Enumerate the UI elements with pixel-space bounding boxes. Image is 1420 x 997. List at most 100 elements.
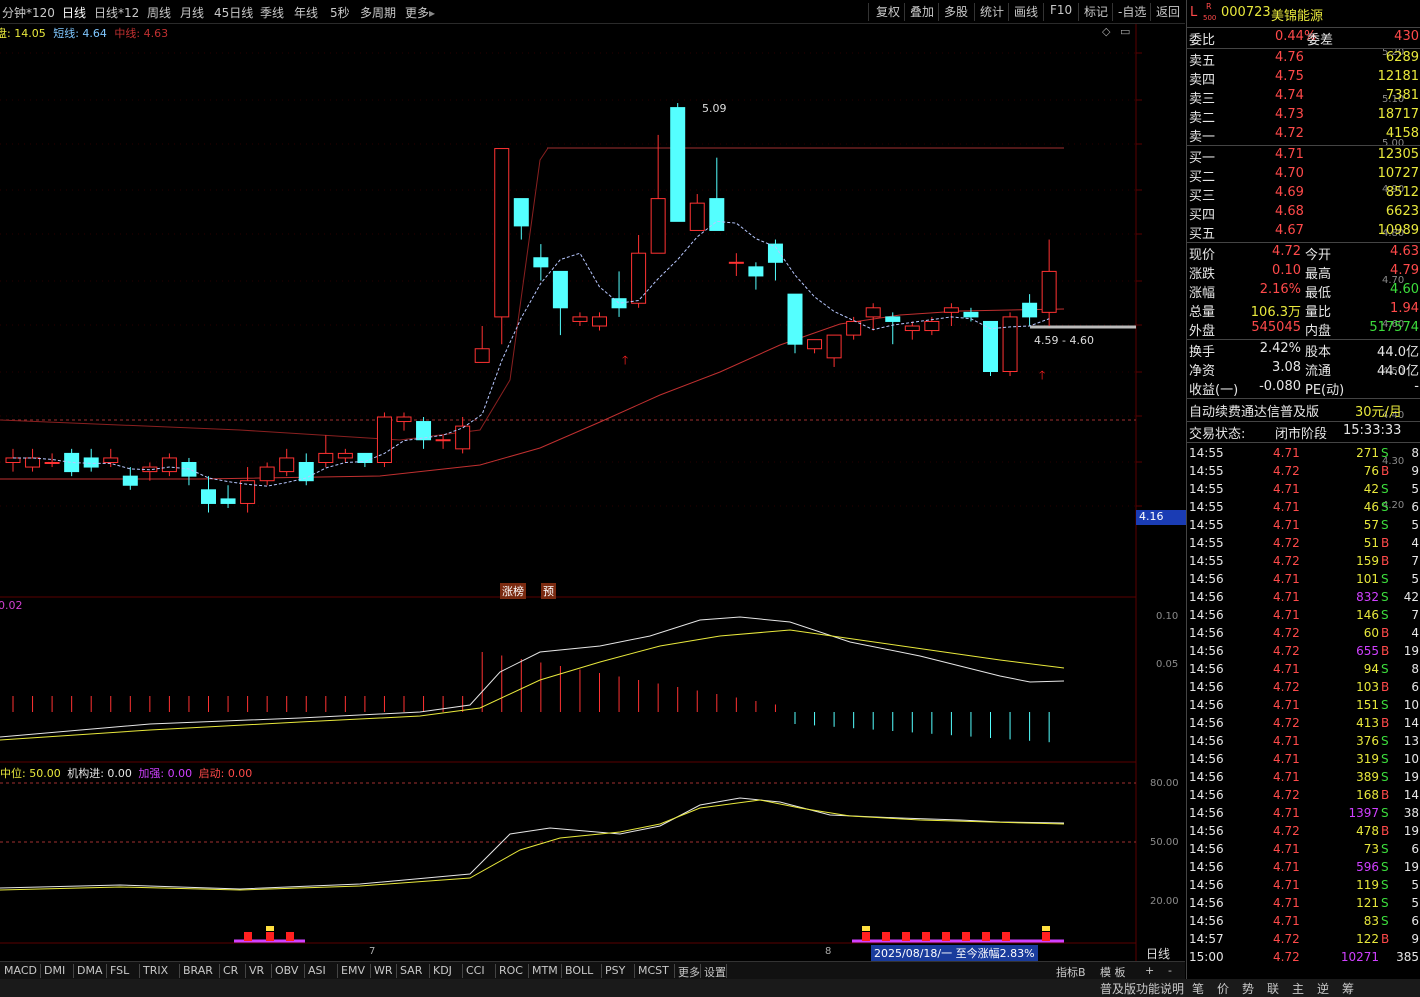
bid-row-4[interactable]: 买四 4.68 6623 <box>1187 204 1420 223</box>
right-tab-2[interactable]: 势 <box>1242 982 1255 996</box>
bid-volume: 12305 <box>1377 147 1419 162</box>
period-5sec[interactable]: 5秒 <box>330 6 350 20</box>
period-weekly[interactable]: 周线 <box>147 6 172 20</box>
indicator-tab-更多[interactable]: 更多 <box>678 966 700 979</box>
tick-price: 4.72 <box>1273 554 1300 568</box>
f10-button[interactable]: F10 <box>1050 3 1073 17</box>
statistics-button[interactable]: 统计 <box>980 5 1005 19</box>
fund-row: 净资 3.08 流通 44.0亿 <box>1187 360 1420 379</box>
tick-time: 14:55 <box>1189 554 1224 568</box>
period-more[interactable]: 更多▸ <box>405 4 435 21</box>
right-tab-5[interactable]: 逆 <box>1317 982 1330 996</box>
mark-button[interactable]: 标记 <box>1084 5 1109 19</box>
tick-side: S <box>1381 896 1389 910</box>
zoom-in-button[interactable]: + <box>1145 964 1155 977</box>
tick-row: 14:56 4.71 376 S 13 <box>1187 733 1420 751</box>
template-button[interactable]: 模 板 <box>1100 966 1126 979</box>
ask-row-3[interactable]: 卖三 4.74 7381 <box>1187 88 1420 107</box>
right-tab-1[interactable]: 价 <box>1217 982 1230 996</box>
ind-axis-50: 50.00 <box>1150 837 1179 848</box>
bid-row-2[interactable]: 买二 4.70 10727 <box>1187 166 1420 185</box>
tick-row: 14:56 4.71 83 S 6 <box>1187 913 1420 931</box>
candle-body <box>963 311 979 318</box>
period-daily12[interactable]: 日线*12 <box>94 6 140 20</box>
ask-row-5[interactable]: 卖五 4.76 6289 <box>1187 50 1420 69</box>
quote-row: 涨跌 0.10 最高 4.79 <box>1187 263 1420 282</box>
ask-row-2[interactable]: 卖二 4.73 18717 <box>1187 107 1420 126</box>
indicator-tab-BOLL[interactable]: BOLL <box>565 964 594 977</box>
period-daily[interactable]: 日线 <box>62 6 87 20</box>
ask-label: 卖五 <box>1189 54 1216 69</box>
period-monthly[interactable]: 月线 <box>180 6 205 20</box>
indicator-tab-MTM[interactable]: MTM <box>532 964 558 977</box>
window-icon[interactable]: ▭ <box>1120 25 1131 38</box>
period-quarter[interactable]: 季线 <box>260 6 285 20</box>
indicator-tab-ROC[interactable]: ROC <box>499 964 523 977</box>
back-button[interactable]: 返回 <box>1156 5 1181 19</box>
ask-row-4[interactable]: 卖四 4.75 12181 <box>1187 69 1420 88</box>
bid-row-3[interactable]: 买三 4.69 8512 <box>1187 185 1420 204</box>
indicator-tab-FSL[interactable]: FSL <box>110 964 130 977</box>
right-tab-6[interactable]: 筹 <box>1342 982 1355 996</box>
tab-divider <box>337 964 338 978</box>
indicator-b-button[interactable]: 指标B <box>1056 966 1086 979</box>
tick-count: 7 <box>1411 554 1419 568</box>
tick-time: 14:56 <box>1189 662 1224 676</box>
signal-bar <box>286 932 294 941</box>
tick-count: 4 <box>1411 536 1419 550</box>
indicator-tab-KDJ[interactable]: KDJ <box>433 964 452 977</box>
ask-volume: 12181 <box>1377 69 1419 84</box>
bid-row-1[interactable]: 买一 4.71 12305 <box>1187 147 1420 166</box>
indicator-tab-TRIX[interactable]: TRIX <box>143 964 169 977</box>
indicator-tab-设置[interactable]: 设置 <box>704 966 726 979</box>
indicator-tab-MACD[interactable]: MACD <box>4 964 37 977</box>
bid-label: 买二 <box>1189 170 1216 185</box>
tick-time: 14:55 <box>1189 446 1224 460</box>
indicator-tab-DMI[interactable]: DMI <box>44 964 66 977</box>
signal-bar <box>862 932 870 941</box>
diamond-icon[interactable]: ◇ <box>1102 25 1111 38</box>
indicator-tab-MCST[interactable]: MCST <box>638 964 669 977</box>
jigou-value: 0.00 <box>107 767 132 780</box>
tab-divider <box>561 964 562 978</box>
help-link[interactable]: 普及版功能说明 <box>1100 982 1185 996</box>
indicator-tab-VR[interactable]: VR <box>249 964 265 977</box>
indicator-tab-SAR[interactable]: SAR <box>400 964 423 977</box>
indicator-tab-PSY[interactable]: PSY <box>605 964 626 977</box>
period-minute120[interactable]: 分钟*120 <box>2 6 55 20</box>
quote-value: 4.79 <box>1390 263 1419 278</box>
indicator-tab-CCI[interactable]: CCI <box>466 964 485 977</box>
promo-row[interactable]: 自动续费通达信普及版 30元/月 <box>1187 401 1420 420</box>
period-multi[interactable]: 多周期 <box>360 6 397 20</box>
right-tab-3[interactable]: 联 <box>1267 982 1280 996</box>
indicator-tab-EMV[interactable]: EMV <box>341 964 365 977</box>
period-year[interactable]: 年线 <box>294 6 319 20</box>
tick-volume: 46 <box>1363 500 1379 514</box>
right-tab-4[interactable]: 主 <box>1292 982 1305 996</box>
restore-rights-button[interactable]: 复权 <box>876 5 901 19</box>
tick-price: 4.72 <box>1273 536 1300 550</box>
indicator-tab-CR[interactable]: CR <box>223 964 239 977</box>
tick-time: 14:56 <box>1189 842 1224 856</box>
indicator-tab-DMA[interactable]: DMA <box>77 964 103 977</box>
signal-bar <box>962 932 970 941</box>
indicator-tab-OBV[interactable]: OBV <box>275 964 299 977</box>
overlay-button[interactable]: 叠加 <box>910 5 935 19</box>
indicator-tab-BRAR[interactable]: BRAR <box>183 964 213 977</box>
tick-side: S <box>1381 662 1389 676</box>
indicator-tab-WR[interactable]: WR <box>374 964 393 977</box>
tick-side: B <box>1381 932 1390 946</box>
zoom-out-button[interactable]: - <box>1168 964 1172 977</box>
bid-row-5[interactable]: 买五 4.67 10989 <box>1187 223 1420 242</box>
indicator-tab-ASI[interactable]: ASI <box>308 964 326 977</box>
up-arrow-icon: 🡑 <box>1039 368 1046 382</box>
remove-watchlist-button[interactable]: -自选 <box>1118 5 1147 19</box>
period-45day[interactable]: 45日线 <box>214 6 254 20</box>
ask-row-1[interactable]: 卖一 4.72 4158 <box>1187 126 1420 145</box>
right-tab-0[interactable]: 笔 <box>1192 982 1205 996</box>
draw-line-button[interactable]: 画线 <box>1014 5 1039 19</box>
multi-stock-button[interactable]: 多股 <box>944 5 969 19</box>
kline-chart[interactable] <box>0 0 1186 962</box>
bid-label: 买一 <box>1189 151 1216 166</box>
tick-count: 5 <box>1411 896 1419 910</box>
